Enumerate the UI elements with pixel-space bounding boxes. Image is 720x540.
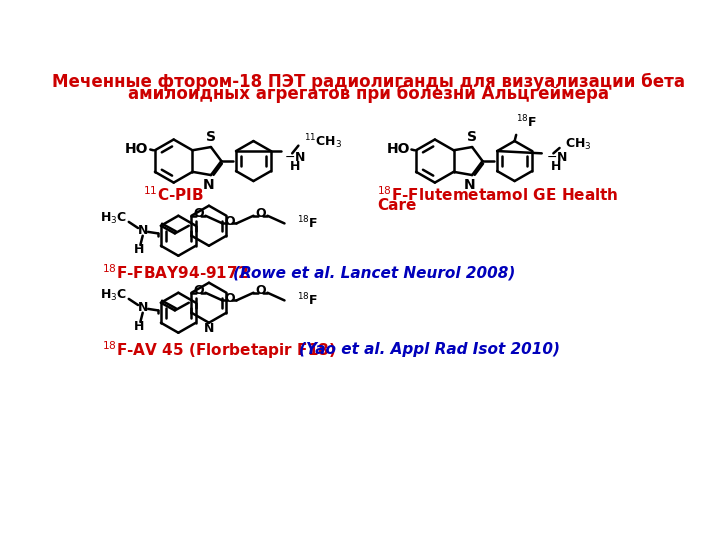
Text: H: H xyxy=(134,320,144,333)
Text: $^{18}$F: $^{18}$F xyxy=(297,214,318,231)
Text: H: H xyxy=(290,160,300,173)
Text: N: N xyxy=(203,178,215,192)
Text: (Yao et al. Appl Rad Isot 2010): (Yao et al. Appl Rad Isot 2010) xyxy=(300,342,560,357)
Text: $^{11}$CH$_3$: $^{11}$CH$_3$ xyxy=(304,132,342,151)
Text: Меченные фтором-18 ПЭТ радиолиганды для визуализации бета: Меченные фтором-18 ПЭТ радиолиганды для … xyxy=(53,73,685,91)
Text: S: S xyxy=(206,130,216,144)
Text: амилоидных агрегатов при болезни Альцгеймера: амилоидных агрегатов при болезни Альцгей… xyxy=(128,85,610,103)
Text: $^{18}$F: $^{18}$F xyxy=(516,113,537,130)
Text: O: O xyxy=(224,292,235,305)
Text: H: H xyxy=(552,160,562,173)
Text: $^{11}$C-PIB: $^{11}$C-PIB xyxy=(143,185,204,204)
Text: N: N xyxy=(204,322,214,335)
Text: HO: HO xyxy=(125,141,149,156)
Text: $-$N: $-$N xyxy=(546,151,567,164)
Text: $^{18}$F-Flutemetamol GE Health: $^{18}$F-Flutemetamol GE Health xyxy=(377,185,618,204)
Text: H: H xyxy=(134,243,144,256)
Text: $^{18}$F: $^{18}$F xyxy=(297,292,318,308)
Text: O: O xyxy=(255,207,266,220)
Text: H$_3$C: H$_3$C xyxy=(100,288,127,303)
Text: CH$_3$: CH$_3$ xyxy=(565,137,592,152)
Text: Care: Care xyxy=(377,198,416,213)
Text: H$_3$C: H$_3$C xyxy=(100,211,127,226)
Text: O: O xyxy=(193,207,204,220)
Text: N: N xyxy=(138,301,148,314)
Text: N: N xyxy=(138,224,148,237)
Text: O: O xyxy=(224,214,235,228)
Text: N: N xyxy=(464,178,476,192)
Text: S: S xyxy=(467,130,477,144)
Text: $-$N: $-$N xyxy=(284,151,306,164)
Text: (Rowe et al. Lancet Neurol 2008): (Rowe et al. Lancet Neurol 2008) xyxy=(233,265,516,280)
Text: HO: HO xyxy=(387,141,410,156)
Text: O: O xyxy=(193,284,204,297)
Text: $^{18}$F-FBAY94-9172: $^{18}$F-FBAY94-9172 xyxy=(102,264,249,282)
Text: $^{18}$F-AV 45 (Florbetapir F18): $^{18}$F-AV 45 (Florbetapir F18) xyxy=(102,339,337,361)
Text: O: O xyxy=(255,284,266,297)
